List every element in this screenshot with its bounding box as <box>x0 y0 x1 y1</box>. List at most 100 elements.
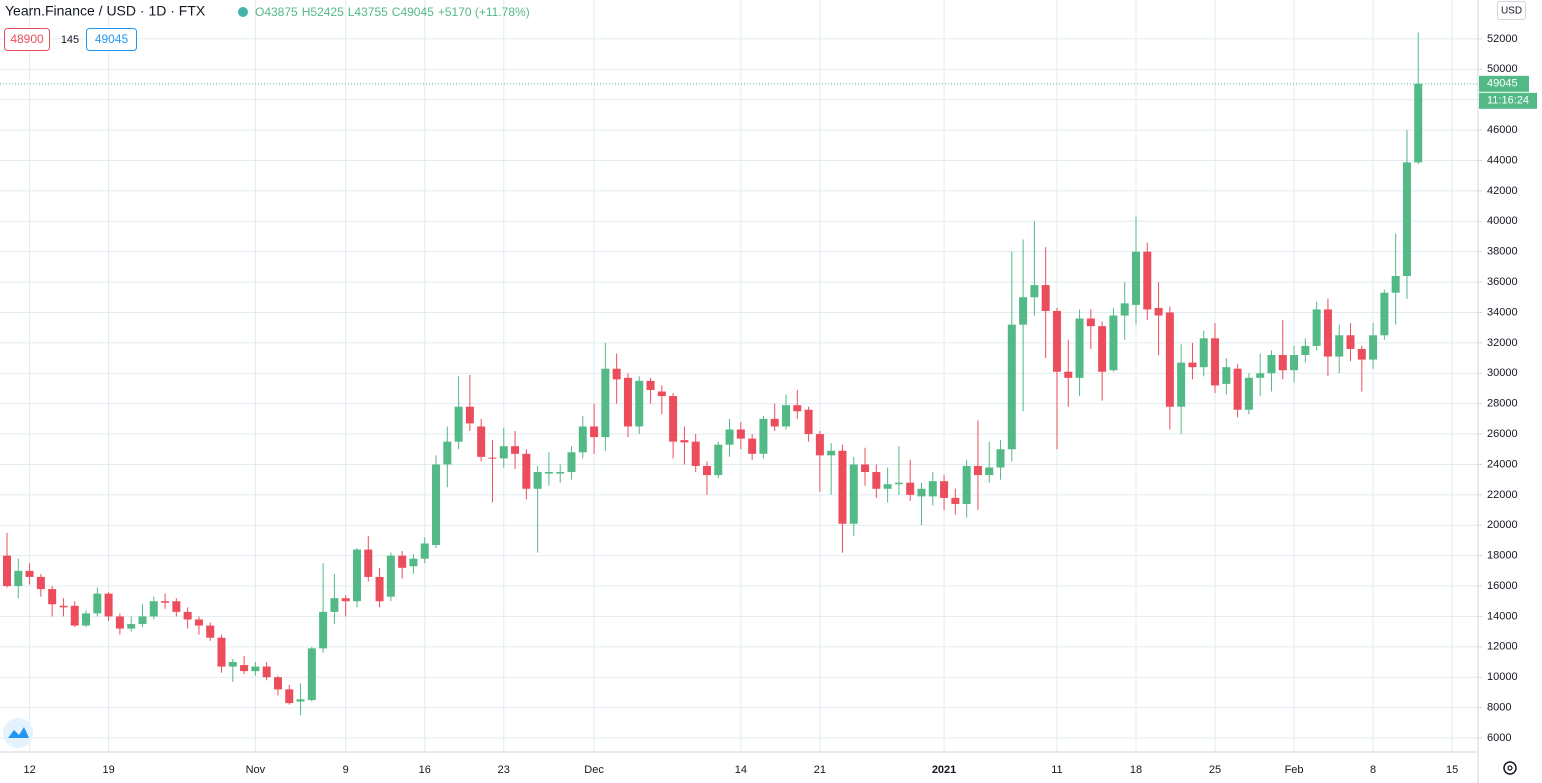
candle-body <box>1019 297 1028 325</box>
sell-price[interactable]: 48900 <box>10 32 44 46</box>
candle-body <box>623 377 632 427</box>
candle-body <box>1380 292 1389 336</box>
candle-body <box>511 446 520 454</box>
settings-icon[interactable] <box>1503 761 1517 775</box>
candle-body <box>36 576 45 590</box>
candle-body <box>804 409 813 435</box>
candle-body <box>940 481 949 498</box>
candle-body <box>1132 251 1140 305</box>
candle-body <box>612 368 621 380</box>
candle-body <box>567 452 576 473</box>
candle-body <box>307 648 316 701</box>
x-tick-label: 19 <box>102 764 114 776</box>
candle-body <box>25 570 34 577</box>
candle-body <box>1075 318 1084 378</box>
x-tick-label: Nov <box>246 764 266 776</box>
candle-body <box>251 666 260 672</box>
y-tick-label: 30000 <box>1487 367 1518 379</box>
candle-body <box>861 464 870 473</box>
candle-body <box>827 450 836 456</box>
candle-body <box>1199 338 1208 368</box>
candle-body <box>1030 285 1039 298</box>
candle-body <box>228 662 237 667</box>
candle-body <box>1312 309 1321 346</box>
x-tick-label: Feb <box>1285 764 1304 776</box>
y-tick-label: 18000 <box>1487 550 1518 562</box>
y-tick-label: 10000 <box>1487 671 1518 683</box>
y-tick-label: 36000 <box>1487 276 1518 288</box>
y-tick-label: 12000 <box>1487 641 1518 653</box>
candle-body <box>702 465 711 476</box>
y-tick-label: 32000 <box>1487 337 1518 349</box>
candle-body <box>1402 162 1411 276</box>
y-tick-label: 6000 <box>1487 732 1511 744</box>
settings-gear[interactable] <box>1503 761 1517 775</box>
currency-label[interactable]: USD <box>1501 6 1522 17</box>
candle-body <box>364 549 373 577</box>
candle-body <box>194 619 203 626</box>
legend-open: O43875 <box>255 5 298 19</box>
candle-body <box>273 677 282 690</box>
candle-body <box>1007 324 1016 450</box>
candle-body <box>70 605 79 626</box>
y-tick-label: 16000 <box>1487 580 1518 592</box>
x-tick-label: 11 <box>1051 764 1062 776</box>
y-tick-label: 38000 <box>1487 246 1518 258</box>
candle-body <box>262 666 271 678</box>
currency-button[interactable] <box>1497 1 1526 20</box>
candle-body <box>714 444 723 476</box>
candle-body <box>906 482 915 495</box>
candle-body <box>544 472 553 474</box>
settings-hub[interactable] <box>1507 765 1513 771</box>
y-tick-label: 14000 <box>1487 610 1518 622</box>
x-tick-label: 21 <box>814 764 826 776</box>
candle-body <box>1143 251 1152 310</box>
candle-body <box>782 405 791 427</box>
y-tick-label: 52000 <box>1487 33 1518 45</box>
legend-change: +5170 (+11.78%) <box>438 5 530 19</box>
candle-body <box>386 555 395 597</box>
candle-body <box>1177 362 1186 407</box>
candle-body <box>488 457 497 459</box>
candle-body <box>3 555 11 587</box>
candle-body <box>838 450 847 524</box>
candle-body <box>172 601 181 612</box>
x-tick-label: 12 <box>23 764 35 776</box>
candle-body <box>1154 307 1163 316</box>
candle-body <box>1256 373 1265 378</box>
spread: 145 <box>61 34 79 46</box>
candle-body <box>669 396 678 442</box>
candle-body <box>1357 348 1366 360</box>
candle-body <box>217 637 226 667</box>
candle-body <box>1244 377 1253 410</box>
candle-body <box>522 453 531 489</box>
candle-body <box>1222 367 1231 384</box>
candle-body <box>330 598 339 612</box>
candle-body <box>1290 355 1299 371</box>
candle-body <box>465 406 474 424</box>
status-dot <box>238 7 248 17</box>
x-tick-label: 14 <box>735 764 747 776</box>
candle-body <box>1109 315 1118 371</box>
buy-button[interactable] <box>86 28 137 51</box>
logo[interactable] <box>8 727 29 738</box>
y-tick-label: 34000 <box>1487 306 1518 318</box>
candle-body <box>1211 338 1220 386</box>
grid <box>0 0 1478 752</box>
candle-body <box>917 488 926 497</box>
candle-body <box>352 549 361 602</box>
y-tick-label: 24000 <box>1487 458 1518 470</box>
candle-body <box>646 380 655 390</box>
logo-bg[interactable] <box>3 718 33 748</box>
sell-button[interactable] <box>4 28 50 51</box>
y-tick-label: 50000 <box>1487 63 1518 75</box>
candle-body <box>285 689 294 704</box>
buy-price[interactable]: 49045 <box>95 32 129 46</box>
candle-body <box>1414 83 1423 163</box>
candle-body <box>398 555 407 568</box>
candle-body <box>115 616 124 629</box>
candle-body <box>499 446 508 459</box>
